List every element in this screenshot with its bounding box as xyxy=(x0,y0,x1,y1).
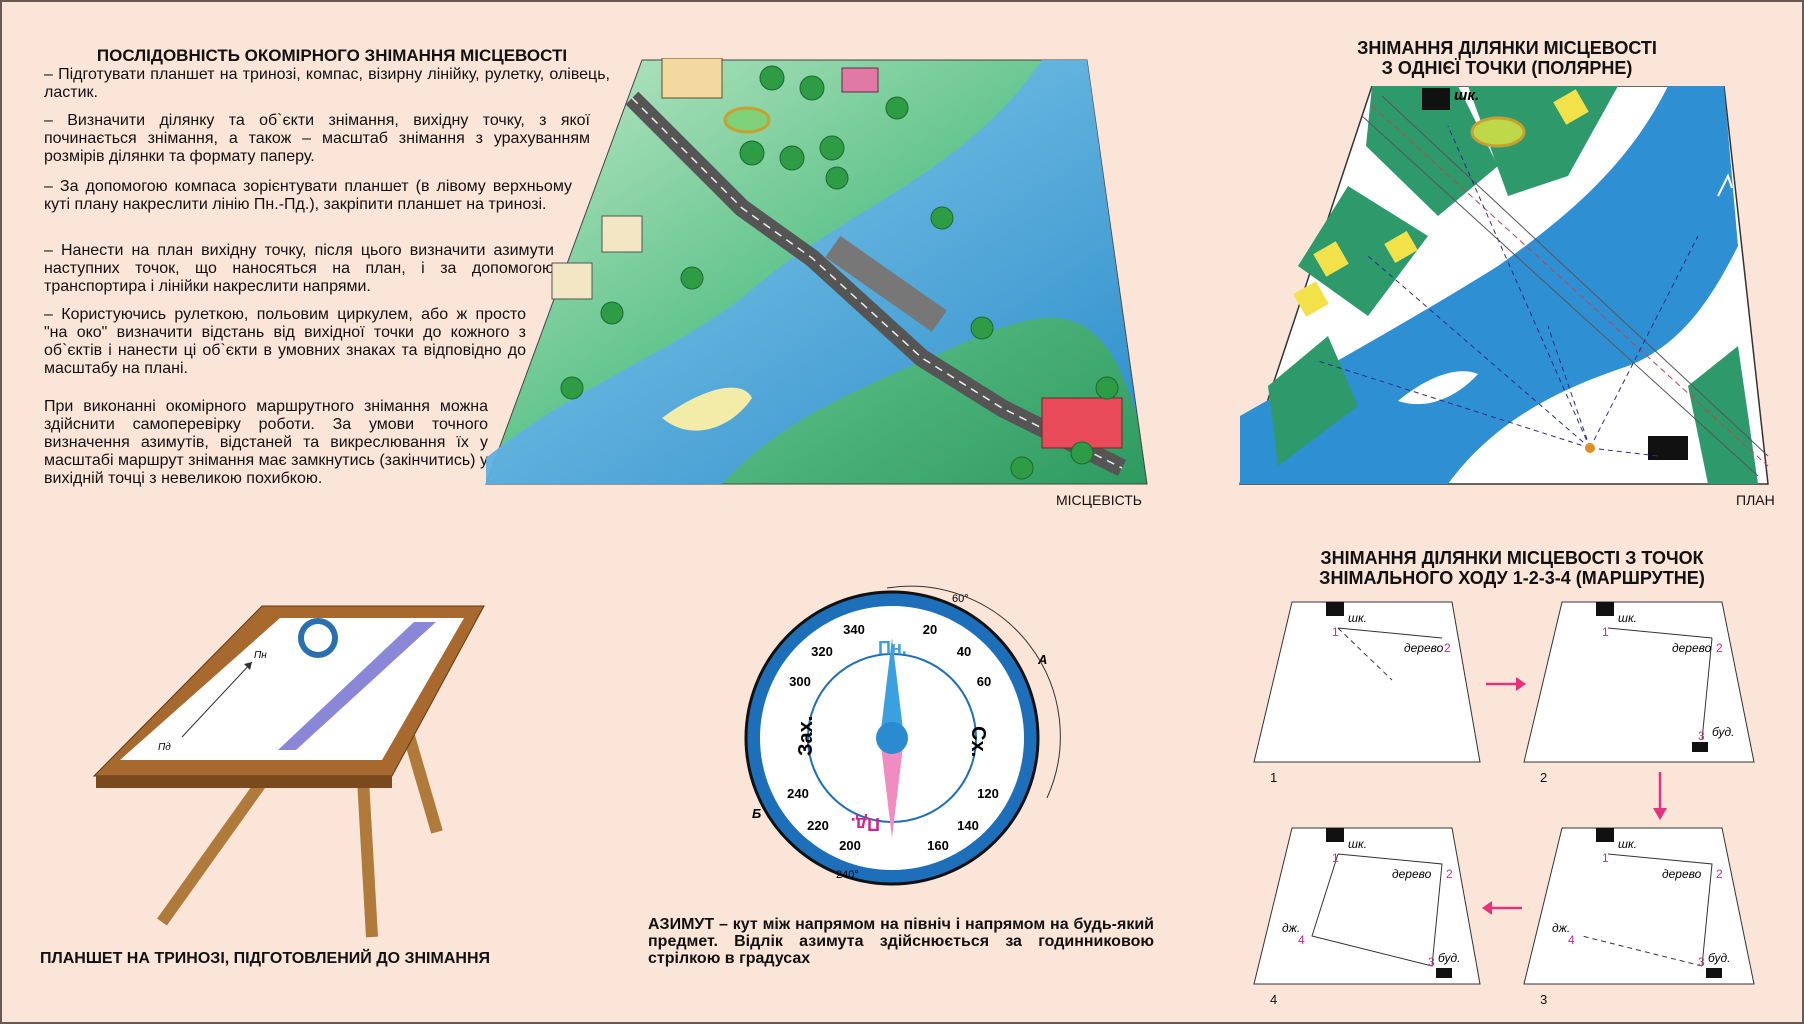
step-5: – Користуючись рулеткою, польовим циркул… xyxy=(44,306,526,377)
route-p4-pt3: 3 xyxy=(1428,955,1435,969)
route-p2-pt1: 1 xyxy=(1602,625,1609,639)
table-north-label: Пн xyxy=(254,650,267,661)
deg-320: 320 xyxy=(811,644,833,659)
arc-b-angle: 240° xyxy=(836,869,859,881)
route-p3-pt4: 4 xyxy=(1568,933,1575,947)
route-p4-building: буд. xyxy=(1438,951,1460,965)
tripod-caption: ПЛАНШЕТ НА ТРИНОЗІ, ПІДГОТОВЛЕНИЙ ДО ЗНІ… xyxy=(40,950,490,967)
route-step-1: 1 xyxy=(1270,770,1278,785)
route-p4-pt4: 4 xyxy=(1298,933,1305,947)
route-p2-pt2: 2 xyxy=(1716,641,1723,655)
polar-title-line1: ЗНІМАННЯ ДІЛЯНКИ МІСЦЕВОСТІ xyxy=(1357,38,1657,58)
route-panel-2: шк. дерево буд. 1 2 3 xyxy=(1523,601,1755,763)
deg-200: 200 xyxy=(839,838,861,853)
compass-illustration: Пн. Пд. Сх. Зах. 20 40 60 120 140 160 20… xyxy=(744,585,1061,886)
route-panel-3: шк. дерево буд. дж. 1 2 3 4 xyxy=(1523,827,1755,985)
polar-caption: ПЛАН xyxy=(1736,492,1775,508)
route-p3-tree: дерево xyxy=(1662,867,1702,881)
deg-340: 340 xyxy=(843,622,865,637)
step-2: – Визначити ділянку та об`єкти знімання,… xyxy=(44,112,590,165)
route-p2-building: буд. xyxy=(1712,725,1734,739)
self-check-note: При виконанні окомірного маршрутного зні… xyxy=(44,398,488,487)
terrain-illustration xyxy=(485,58,1148,485)
arrow-down-icon xyxy=(1653,772,1667,820)
compass-west: Зах. xyxy=(795,716,817,756)
arrow-right-icon xyxy=(1486,677,1526,691)
route-p2-pt3: 3 xyxy=(1698,729,1705,743)
route-step-2: 2 xyxy=(1540,770,1548,785)
route-title-line2: ЗНІМАЛЬНОГО ХОДУ 1-2-3-4 (МАРШРУТНЕ) xyxy=(1319,568,1705,588)
deg-20: 20 xyxy=(923,622,937,637)
route-p3-pt2: 2 xyxy=(1716,867,1723,881)
deg-120: 120 xyxy=(977,786,999,801)
route-p3-pt1: 1 xyxy=(1602,851,1609,865)
route-p2-tree: дерево xyxy=(1672,641,1712,655)
deg-220: 220 xyxy=(807,818,829,833)
step-3: – За допомогою компаса зорієнтувати план… xyxy=(44,178,572,213)
route-p4-tree: дерево xyxy=(1392,867,1432,881)
route-panel-1: шк. дерево 1 2 xyxy=(1253,601,1481,763)
route-p4-spring: дж. xyxy=(1282,921,1300,935)
deg-300: 300 xyxy=(789,674,811,689)
step-1: – Підготувати планшет на тринозі, компас… xyxy=(44,66,610,101)
azimuth-definition: АЗИМУТ – кут між напрямом на північ і на… xyxy=(648,916,1154,967)
polar-school-label: шк. xyxy=(1454,87,1479,104)
route-step-4: 4 xyxy=(1270,992,1278,1007)
route-p3-building: буд. xyxy=(1708,951,1730,965)
compass-south: Пд. xyxy=(851,814,880,834)
procedure-heading: ПОСЛІДОВНІСТЬ ОКОМІРНОГО ЗНІМАННЯ МІСЦЕВ… xyxy=(96,46,568,65)
plane-table-illustration: Пн Пд xyxy=(92,605,485,938)
point-b: Б xyxy=(752,806,761,821)
route-p1-pt1: 1 xyxy=(1332,625,1339,639)
route-p1-pt2: 2 xyxy=(1444,641,1451,655)
step-4: – Нанести на план вихідну точку, після ц… xyxy=(44,242,554,295)
arrow-left-icon xyxy=(1482,901,1522,915)
deg-140: 140 xyxy=(957,818,979,833)
route-p3-pt3: 3 xyxy=(1698,955,1705,969)
deg-160: 160 xyxy=(927,838,949,853)
route-title-line1: ЗНІМАННЯ ДІЛЯНКИ МІСЦЕВОСТІ З ТОЧОК xyxy=(1320,548,1704,568)
route-p4-school: шк. xyxy=(1348,837,1367,851)
polar-title-line2: З ОДНІЄЇ ТОЧКИ (ПОЛЯРНЕ) xyxy=(1381,58,1633,78)
polar-plan: шк. xyxy=(1238,86,1769,485)
point-a: А xyxy=(1037,652,1047,667)
compass-north: Пн. xyxy=(878,638,907,658)
route-p4-pt1: 1 xyxy=(1332,851,1339,865)
route-p2-school: шк. xyxy=(1618,611,1637,625)
route-p3-school: шк. xyxy=(1618,837,1637,851)
deg-60: 60 xyxy=(977,674,991,689)
route-p1-school: шк. xyxy=(1348,611,1367,625)
arc-a-angle: 60° xyxy=(952,593,969,605)
deg-40: 40 xyxy=(957,644,971,659)
route-p1-tree: дерево xyxy=(1404,641,1444,655)
route-step-3: 3 xyxy=(1540,992,1548,1007)
table-south-label: Пд xyxy=(158,742,171,753)
route-panel-4: шк. дерево буд. дж. 1 2 3 4 xyxy=(1253,827,1481,985)
route-p4-pt2: 2 xyxy=(1446,867,1453,881)
route-p3-spring: дж. xyxy=(1552,921,1570,935)
terrain-caption: МІСЦЕВІСТЬ xyxy=(1056,492,1142,508)
deg-240: 240 xyxy=(787,786,809,801)
compass-east: Сх. xyxy=(967,726,989,757)
